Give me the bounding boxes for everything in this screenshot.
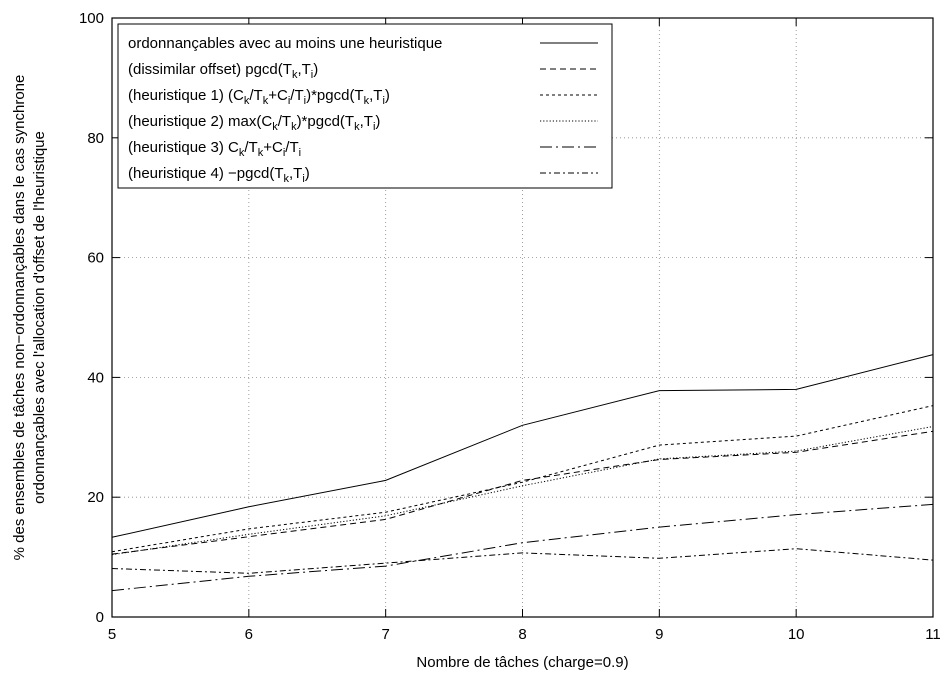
series-line-3	[111, 405, 934, 553]
x-tick-label: 9	[655, 626, 663, 643]
x-tick-label: 8	[518, 626, 526, 643]
y-axis-label: % des ensembles de tâches non−ordonnança…	[11, 75, 48, 561]
series-line-6	[111, 548, 934, 574]
series-line-5	[111, 503, 934, 592]
y-axis-label-line-2: ordonnançables avec l'allocation d'offse…	[31, 131, 48, 504]
y-tick-label: 100	[79, 10, 104, 27]
series-line-1	[111, 354, 934, 538]
x-tick-label: 7	[381, 626, 389, 643]
x-tick-label: 6	[245, 626, 253, 643]
y-tick-label: 80	[87, 130, 104, 147]
y-tick-label: 0	[96, 609, 104, 626]
y-tick-label: 60	[87, 250, 104, 267]
legend-label-1: ordonnançables avec au moins une heurist…	[128, 35, 442, 52]
legend-label-5: (heuristique 3) Ck​/Tk​+Ci​/Ti​	[128, 139, 301, 159]
legend-label-2: (dissimilar offset) pgcd(Tk​,Ti​)	[128, 61, 318, 81]
series-line-4	[111, 426, 934, 556]
legend-box	[117, 23, 613, 189]
x-tick-label: 5	[108, 626, 116, 643]
legend-label-3: (heuristique 1) (Ck​/Tk​+Ci​/Ti​)*pgcd(T…	[128, 87, 390, 107]
series-line-2	[111, 430, 934, 555]
x-tick-label: 11	[925, 626, 941, 643]
legend-label-4: (heuristique 2) max(Ck​/Tk​)*pgcd(Tk​,Ti…	[128, 113, 380, 133]
legend: ordonnançables avec au moins une heurist…	[117, 23, 613, 189]
y-axis-label-line-1: % des ensembles de tâches non−ordonnança…	[11, 75, 28, 561]
y-tick-label: 20	[87, 489, 104, 506]
x-tick-label: 10	[788, 626, 805, 643]
legend-label-6: (heuristique 4) −pgcd(Tk​,Ti​)	[128, 165, 310, 185]
x-axis-label: Nombre de tâches (charge=0.9)	[416, 654, 628, 671]
y-tick-label: 40	[87, 369, 104, 386]
series-lines	[111, 354, 934, 592]
